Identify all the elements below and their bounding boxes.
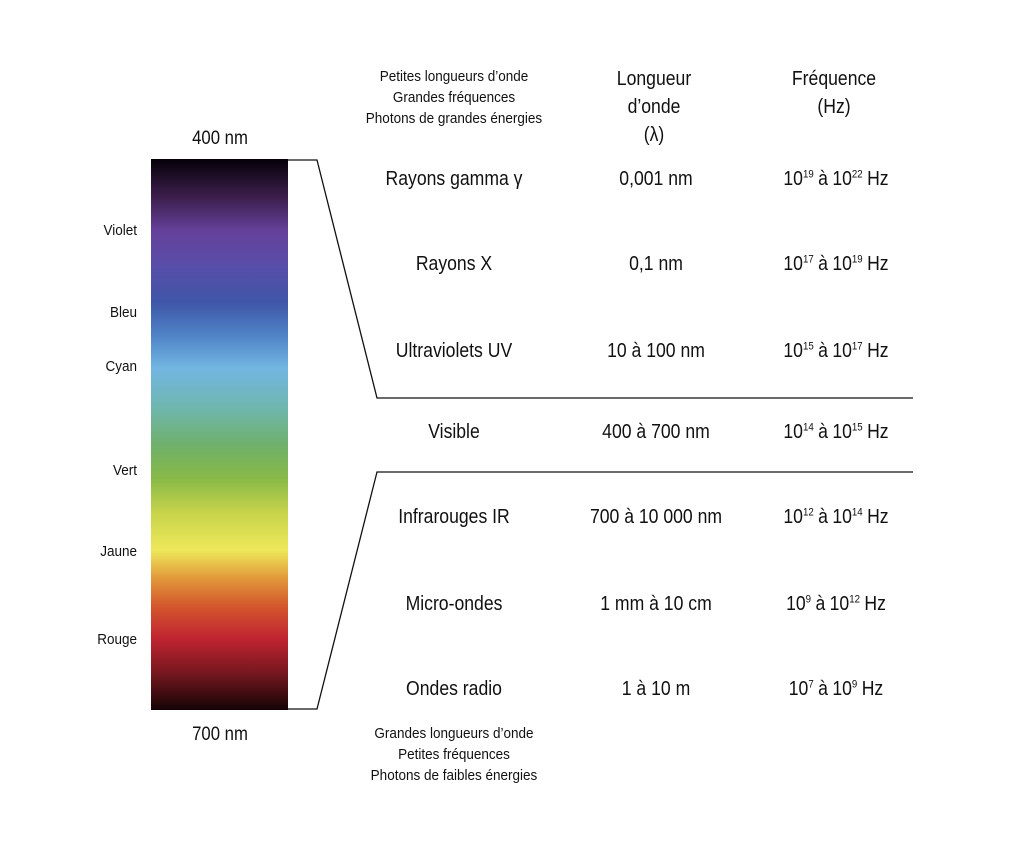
- wavelength-value: 1 à 10 m: [621, 678, 691, 700]
- frequency-separator: à: [818, 421, 828, 443]
- wavelength-header-line: d’onde: [627, 96, 681, 118]
- frequency-exponent-from: 17: [802, 253, 814, 266]
- frequency-separator: à: [818, 253, 828, 275]
- frequency-base: 10: [832, 506, 852, 528]
- top-note-line: Photons de grandes énergies: [365, 110, 543, 127]
- frequency-exponent-to: 9: [851, 678, 858, 691]
- frequency-base: 10: [832, 678, 852, 700]
- frequency-base: 10: [829, 593, 850, 615]
- frequency-unit: Hz: [867, 421, 889, 443]
- frequency-separator: à: [815, 593, 826, 615]
- frequency-header-line: Fréquence: [791, 68, 877, 90]
- wavelength-value: 0,001 nm: [619, 168, 693, 190]
- upper-bracket-line: [288, 159, 913, 399]
- frequency-exponent-to: 17: [851, 340, 863, 353]
- frequency-exponent-to: 19: [851, 253, 863, 266]
- frequency-unit: Hz: [867, 506, 889, 528]
- frequency-base: 10: [832, 168, 852, 190]
- frequency-base: 10: [783, 168, 803, 190]
- frequency-separator: à: [818, 506, 828, 528]
- bottom-note-line: Photons de faibles énergies: [370, 767, 538, 784]
- radiation-name: Rayons gamma γ: [385, 168, 523, 190]
- wavelength-header-line: Longueur: [616, 68, 692, 90]
- frequency-base: 10: [783, 421, 803, 443]
- color-label-violet: Violet: [103, 222, 137, 239]
- frequency-value: 1015 à 1017 Hz: [757, 340, 915, 363]
- frequency-unit: Hz: [867, 168, 889, 190]
- bottom-note-line: Grandes longueurs d’onde: [374, 725, 534, 742]
- radiation-name: Rayons X: [415, 253, 493, 275]
- radiation-name: Infrarouges IR: [398, 506, 510, 528]
- color-label-rouge: Rouge: [97, 631, 137, 648]
- frequency-separator: à: [818, 678, 828, 700]
- frequency-exponent-from: 14: [802, 421, 814, 434]
- color-label-cyan: Cyan: [105, 358, 137, 375]
- frequency-exponent-from: 15: [802, 340, 814, 353]
- bottom-note: Grandes longueurs d’onde Petites fréquen…: [346, 723, 562, 786]
- color-label-jaune: Jaune: [100, 543, 137, 560]
- frequency-exponent-to: 12: [849, 593, 860, 606]
- top-note: Petites longueurs d’onde Grandes fréquen…: [346, 66, 562, 129]
- frequency-header: Fréquence (Hz): [764, 65, 905, 121]
- frequency-base: 10: [788, 678, 809, 700]
- frequency-exponent-from: 7: [808, 678, 814, 691]
- wavelength-value: 0,1 nm: [629, 253, 683, 275]
- frequency-exponent-to: 14: [851, 506, 863, 519]
- color-label-vert: Vert: [112, 462, 137, 479]
- radiation-name: Micro-ondes: [405, 593, 503, 615]
- frequency-value: 1019 à 1022 Hz: [757, 168, 915, 191]
- radiation-name: Ultraviolets UV: [395, 340, 513, 362]
- frequency-base: 10: [783, 340, 803, 362]
- frequency-unit: Hz: [864, 593, 886, 615]
- frequency-value: 107 à 109 Hz: [757, 678, 915, 701]
- frequency-value: 1014 à 1015 Hz: [757, 421, 915, 444]
- frequency-value: 1017 à 1019 Hz: [757, 253, 915, 276]
- wavelength-value: 700 à 10 000 nm: [589, 506, 723, 528]
- frequency-exponent-from: 12: [802, 506, 814, 519]
- spectrum-top-label: 400 nm: [192, 128, 248, 149]
- visible-spectrum-bar: [151, 159, 288, 710]
- lower-bracket-line: [288, 471, 913, 710]
- frequency-exponent-from: 9: [805, 593, 812, 606]
- frequency-base: 10: [832, 340, 852, 362]
- frequency-unit: Hz: [867, 253, 889, 275]
- frequency-exponent-from: 19: [802, 168, 814, 181]
- frequency-value: 1012 à 1014 Hz: [757, 506, 915, 529]
- frequency-unit: Hz: [861, 678, 884, 700]
- bottom-note-line: Petites fréquences: [398, 746, 510, 763]
- frequency-base: 10: [832, 253, 852, 275]
- radiation-name: Ondes radio: [406, 678, 502, 700]
- frequency-separator: à: [818, 168, 828, 190]
- wavelength-header-line: (λ): [643, 124, 665, 146]
- frequency-separator: à: [818, 340, 828, 362]
- frequency-exponent-to: 22: [851, 168, 863, 181]
- frequency-base: 10: [786, 593, 806, 615]
- color-label-bleu: Bleu: [109, 304, 137, 321]
- frequency-exponent-to: 15: [851, 421, 863, 434]
- frequency-value: 109 à 1012 Hz: [757, 593, 915, 616]
- wavelength-value: 1 mm à 10 cm: [600, 593, 712, 615]
- top-note-line: Petites longueurs d’onde: [379, 68, 529, 85]
- frequency-base: 10: [783, 253, 803, 275]
- spectrum-bottom-label: 700 nm: [192, 724, 248, 745]
- radiation-name: Visible: [428, 421, 480, 443]
- wavelength-header: Longueur d’onde (λ): [584, 65, 725, 149]
- wavelength-value: 400 à 700 nm: [602, 421, 710, 443]
- frequency-unit: Hz: [867, 340, 889, 362]
- frequency-base: 10: [832, 421, 852, 443]
- wavelength-value: 10 à 100 nm: [607, 340, 705, 362]
- frequency-base: 10: [783, 506, 803, 528]
- top-note-line: Grandes fréquences: [392, 89, 516, 106]
- frequency-header-line: (Hz): [817, 96, 851, 118]
